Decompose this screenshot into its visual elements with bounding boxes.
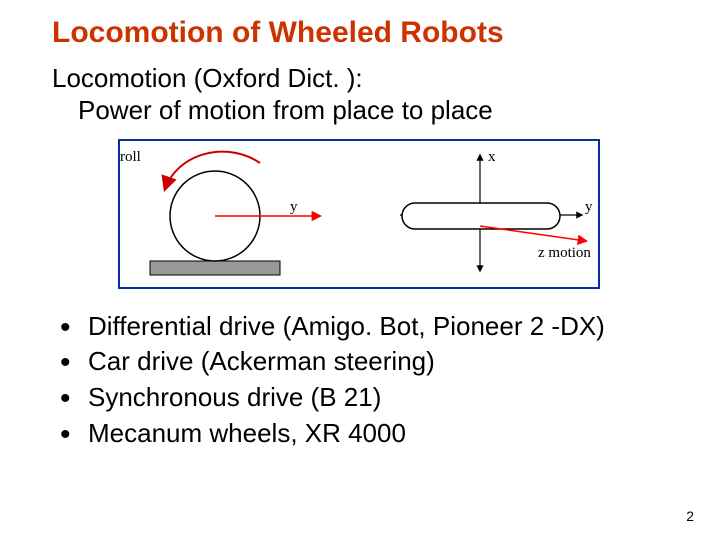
- svg-text:z motion: z motion: [538, 245, 591, 261]
- list-item: Mecanum wheels, XR 4000: [82, 417, 680, 451]
- definition-block: Locomotion (Oxford Dict. ): Power of mot…: [52, 62, 680, 127]
- list-item: Car drive (Ackerman steering): [82, 345, 680, 379]
- slide-title: Locomotion of Wheeled Robots: [52, 14, 680, 52]
- svg-text:y: y: [290, 199, 298, 215]
- list-item: Synchronous drive (B 21): [82, 381, 680, 415]
- definition-line2: Power of motion from place to place: [52, 94, 680, 127]
- locomotion-diagram: y roll x y z motion: [118, 139, 600, 289]
- figure-container: y roll x y z motion: [118, 139, 680, 292]
- list-item: Differential drive (Amigo. Bot, Pioneer …: [82, 310, 680, 344]
- definition-line1: Locomotion (Oxford Dict. ):: [52, 63, 363, 93]
- svg-text:roll: roll: [120, 149, 141, 165]
- svg-text:x: x: [488, 149, 496, 165]
- bullet-list: Differential drive (Amigo. Bot, Pioneer …: [52, 310, 680, 451]
- svg-text:y: y: [585, 199, 593, 215]
- page-number: 2: [686, 508, 694, 524]
